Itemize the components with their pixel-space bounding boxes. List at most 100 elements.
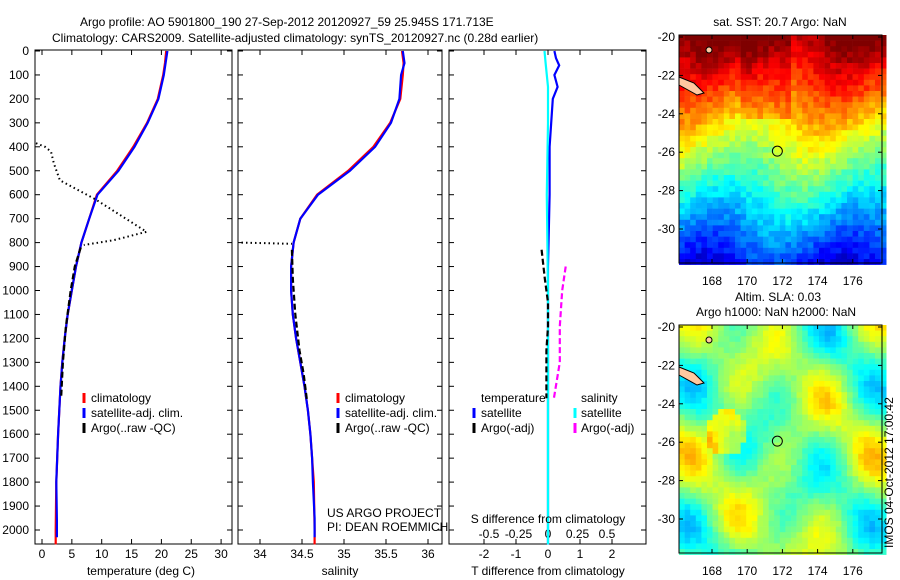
map-cell [684, 141, 691, 148]
map-cell [757, 191, 764, 198]
map-cell [746, 336, 753, 343]
map-cell [807, 325, 814, 331]
map-cell [880, 459, 887, 466]
map-cell [819, 476, 825, 483]
map-cell [813, 515, 820, 522]
map-cell [791, 214, 797, 221]
y-tick-label: 1600 [2, 427, 29, 441]
map-cell [875, 403, 881, 410]
map-cell [880, 509, 887, 516]
map-cell [785, 543, 792, 550]
map-cell [869, 85, 876, 92]
map-cell [740, 392, 747, 399]
map-cell [875, 358, 881, 365]
map-cell [847, 113, 853, 120]
map-cell [835, 74, 842, 81]
map-cell [779, 124, 786, 131]
lat-tick-label: -26 [658, 435, 676, 449]
map-cell [796, 74, 803, 81]
x-tick-label: 34.5 [290, 547, 314, 561]
map-cell [852, 409, 859, 415]
map-cell [847, 119, 853, 125]
series-line-climatology [290, 50, 405, 545]
map-cell [757, 420, 764, 427]
map-cell [729, 442, 736, 449]
map-cell [679, 414, 685, 421]
sst-map-title: sat. SST: 20.7 Argo: NaN [713, 15, 846, 29]
map-cell [847, 35, 853, 41]
map-cell [763, 549, 769, 555]
map-cell [757, 57, 764, 64]
map-cell [819, 364, 825, 371]
map-cell [802, 203, 809, 209]
map-cell [819, 163, 825, 170]
map-cell [768, 409, 775, 415]
map-cell [684, 437, 691, 443]
map-cell [875, 509, 881, 516]
map-cell [880, 414, 887, 421]
map-cell [779, 40, 786, 47]
map-cell [712, 414, 719, 421]
map-cell [740, 381, 747, 387]
map-cell [869, 336, 876, 343]
map-cell [712, 487, 719, 494]
map-cell [718, 135, 725, 142]
map-cell [869, 259, 876, 265]
map-cell [880, 107, 887, 114]
map-cell [712, 85, 719, 92]
map-cell [807, 493, 814, 499]
map-cell [718, 169, 725, 176]
map-cell [729, 152, 736, 159]
map-cell [796, 325, 803, 331]
map-cell [819, 369, 825, 376]
map-cell [807, 107, 814, 114]
map-cell [723, 526, 730, 533]
map-cell [785, 163, 792, 170]
map-cell [847, 453, 853, 460]
map-cell [785, 369, 792, 376]
map-cell [768, 330, 775, 337]
map-cell [707, 191, 713, 198]
map-cell [729, 208, 736, 215]
map-cell [740, 85, 747, 92]
map-cell [802, 163, 809, 170]
map-cell [695, 437, 702, 443]
map-cell [796, 336, 803, 343]
legend-title-salinity: salinity [581, 391, 618, 405]
map-cell [690, 225, 697, 232]
map-cell [863, 253, 870, 260]
map-cell [869, 437, 876, 443]
map-cell [763, 141, 769, 148]
map-cell [841, 51, 848, 58]
map-cell [779, 175, 786, 181]
map-cell [796, 214, 803, 221]
map-cell [779, 336, 786, 343]
map-cell [723, 208, 730, 215]
map-cell [707, 397, 713, 404]
map-cell [729, 504, 736, 511]
map-cell [807, 521, 814, 527]
map-cell [774, 526, 781, 533]
map-cell [847, 437, 853, 443]
map-cell [802, 96, 809, 103]
map-cell [679, 135, 685, 142]
map-cell [869, 526, 876, 533]
map-cell [707, 504, 713, 511]
map-cell [819, 381, 825, 387]
map-cell [863, 152, 870, 159]
map-cell [712, 214, 719, 221]
map-cell [813, 504, 820, 511]
map-cell [863, 79, 870, 86]
map-cell [774, 191, 781, 198]
map-cell [774, 515, 781, 522]
map-cell [701, 91, 708, 97]
map-cell [880, 420, 887, 427]
map-cell [807, 74, 814, 81]
map-cell [779, 493, 786, 499]
map-cell [718, 79, 725, 86]
map-cell [684, 253, 691, 260]
map-cell [751, 208, 758, 215]
map-cell [712, 124, 719, 131]
map-cell [824, 236, 831, 243]
